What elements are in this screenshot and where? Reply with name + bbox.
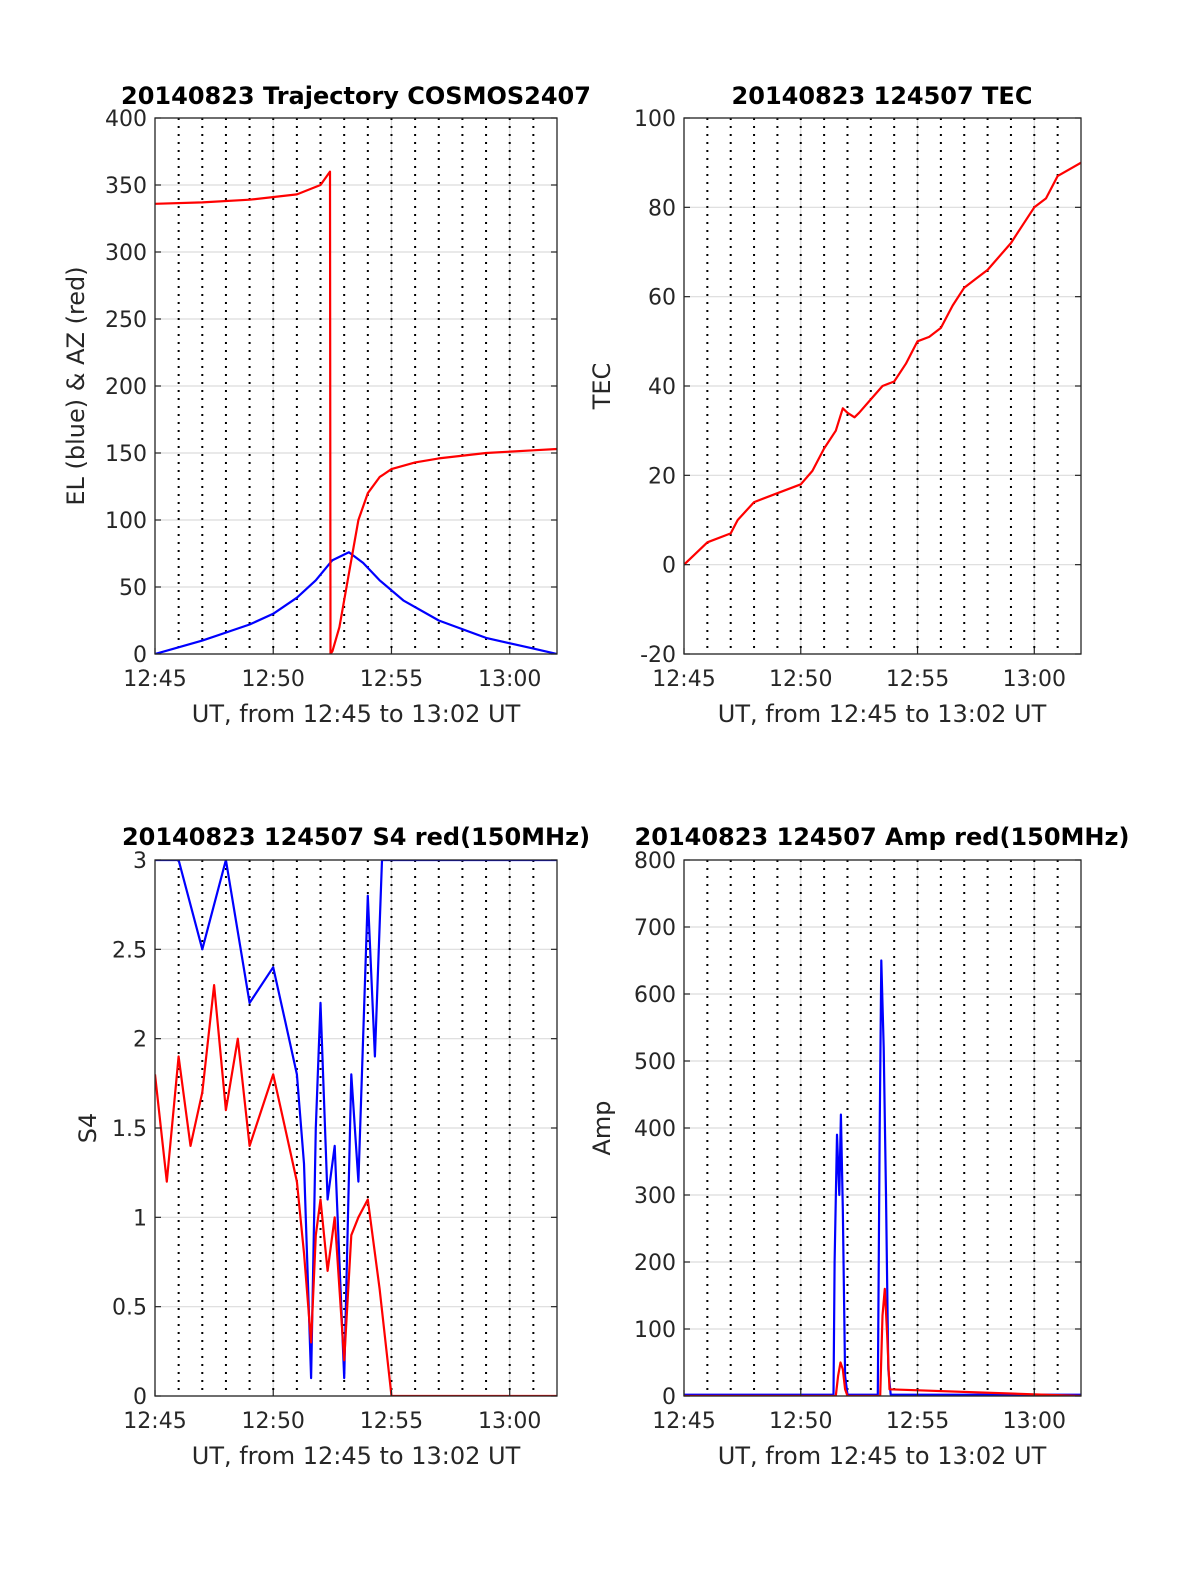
tec-ytick-label: -20	[640, 643, 676, 668]
tec-ytick-label: 80	[648, 196, 676, 221]
amp-ytick-label: 800	[634, 849, 676, 874]
tec-series-group	[684, 161, 1081, 566]
s4-xtick-label: 13:00	[478, 1409, 541, 1434]
trajectory-ytick-label: 150	[105, 442, 147, 467]
s4-xlabel: UT, from 12:45 to 13:02 UT	[192, 1442, 521, 1470]
tec-xtick-label: 13:00	[1003, 667, 1066, 692]
s4-ytick-label: 1	[133, 1206, 147, 1231]
amp-ytick-label: 400	[634, 1117, 676, 1142]
trajectory-ytick-label: 250	[105, 308, 147, 333]
trajectory-ytick-label: 350	[105, 174, 147, 199]
amp-ytick-label: 600	[634, 983, 676, 1008]
s4-xtick-label: 12:50	[242, 1409, 305, 1434]
amp-xtick-label: 12:50	[769, 1409, 832, 1434]
s4-panel: 20140823 124507 S4 red(150MHz) UT, from …	[74, 823, 590, 1470]
s4-ytick-label: 1.5	[112, 1117, 147, 1142]
s4-ytick-label: 2.5	[112, 938, 147, 963]
trajectory-xtick-label: 12:50	[242, 667, 305, 692]
amp-xtick-label: 12:55	[886, 1409, 949, 1434]
trajectory-series-group	[155, 170, 557, 654]
trajectory-panel: 20140823 Trajectory COSMOS2407 UT, from …	[62, 82, 591, 728]
amp-series-group	[684, 959, 1081, 1396]
amp-ytick-label: 0	[662, 1385, 676, 1410]
amp-ytick-label: 200	[634, 1251, 676, 1276]
amp-xlabel: UT, from 12:45 to 13:02 UT	[718, 1442, 1047, 1470]
tec-ytick-label: 0	[662, 554, 676, 579]
trajectory-xtick-label: 12:55	[360, 667, 423, 692]
s4-series-red	[155, 983, 557, 1396]
amp-panel: 20140823 124507 Amp red(150MHz) UT, from…	[588, 823, 1129, 1470]
amp-title: 20140823 124507 Amp red(150MHz)	[635, 823, 1130, 851]
s4-title: 20140823 124507 S4 red(150MHz)	[122, 823, 590, 851]
tec-ytick-label: 40	[648, 375, 676, 400]
tec-ytick-label: 60	[648, 286, 676, 311]
trajectory-ytick-label: 400	[105, 107, 147, 132]
trajectory-xtick-label: 12:45	[123, 667, 186, 692]
s4-series-group	[155, 860, 557, 1396]
s4-xtick-label: 12:45	[123, 1409, 186, 1434]
trajectory-plot-area: 0 50 100 150 200 250 300 350 400 12:45 12:50 12:55 1…	[105, 107, 558, 692]
trajectory-ytick-label: 300	[105, 241, 147, 266]
trajectory-series-blue	[155, 551, 557, 654]
tec-title: 20140823 124507 TEC	[732, 82, 1033, 110]
trajectory-ylabel: EL (blue) & AZ (red)	[62, 266, 90, 505]
amp-ylabel: Amp	[588, 1100, 616, 1155]
trajectory-xtick-label: 13:00	[478, 667, 541, 692]
trajectory-ytick-label: 200	[105, 375, 147, 400]
s4-ytick-label: 3	[133, 849, 147, 874]
trajectory-xlabel: UT, from 12:45 to 13:02 UT	[192, 700, 521, 728]
s4-ytick-label: 0.5	[112, 1296, 147, 1321]
amp-xtick-label: 12:45	[652, 1409, 715, 1434]
trajectory-ytick-label: 0	[133, 643, 147, 668]
amp-plot-area: 0 100 200 300 400 500 600 700 800 12:45 12:50 12:55…	[634, 849, 1082, 1434]
trajectory-series-red	[155, 170, 557, 654]
s4-ytick-label: 0	[133, 1385, 147, 1410]
tec-xtick-label: 12:55	[886, 667, 949, 692]
tec-plot-area: -20 0 20 40 60 80 100 12:45 12:50 12:55 13:00	[634, 107, 1082, 692]
tec-ytick-label: 20	[648, 464, 676, 489]
s4-plot-area: 0 0.5 1 1.5 2 2.5 3 12:45 12:50 12:55 13:00	[112, 849, 558, 1434]
tec-ylabel: TEC	[588, 363, 616, 411]
s4-ytick-label: 2	[133, 1028, 147, 1053]
trajectory-ytick-label: 100	[105, 509, 147, 534]
tec-xtick-label: 12:50	[769, 667, 832, 692]
s4-ylabel: S4	[74, 1113, 102, 1144]
amp-ytick-label: 700	[634, 916, 676, 941]
tec-xtick-label: 12:45	[652, 667, 715, 692]
amp-ytick-label: 500	[634, 1050, 676, 1075]
tec-panel: 20140823 124507 TEC UT, from 12:45 to 13…	[588, 82, 1082, 728]
trajectory-title: 20140823 Trajectory COSMOS2407	[121, 82, 591, 110]
amp-series-red	[684, 1287, 1081, 1396]
amp-ytick-label: 300	[634, 1184, 676, 1209]
tec-ytick-label: 100	[634, 107, 676, 132]
tec-xlabel: UT, from 12:45 to 13:02 UT	[718, 700, 1047, 728]
s4-xtick-label: 12:55	[360, 1409, 423, 1434]
amp-xtick-label: 13:00	[1003, 1409, 1066, 1434]
s4-series-blue	[155, 860, 557, 1380]
amp-ytick-label: 100	[634, 1318, 676, 1343]
trajectory-ytick-label: 50	[119, 576, 147, 601]
tec-series-red	[684, 161, 1081, 566]
